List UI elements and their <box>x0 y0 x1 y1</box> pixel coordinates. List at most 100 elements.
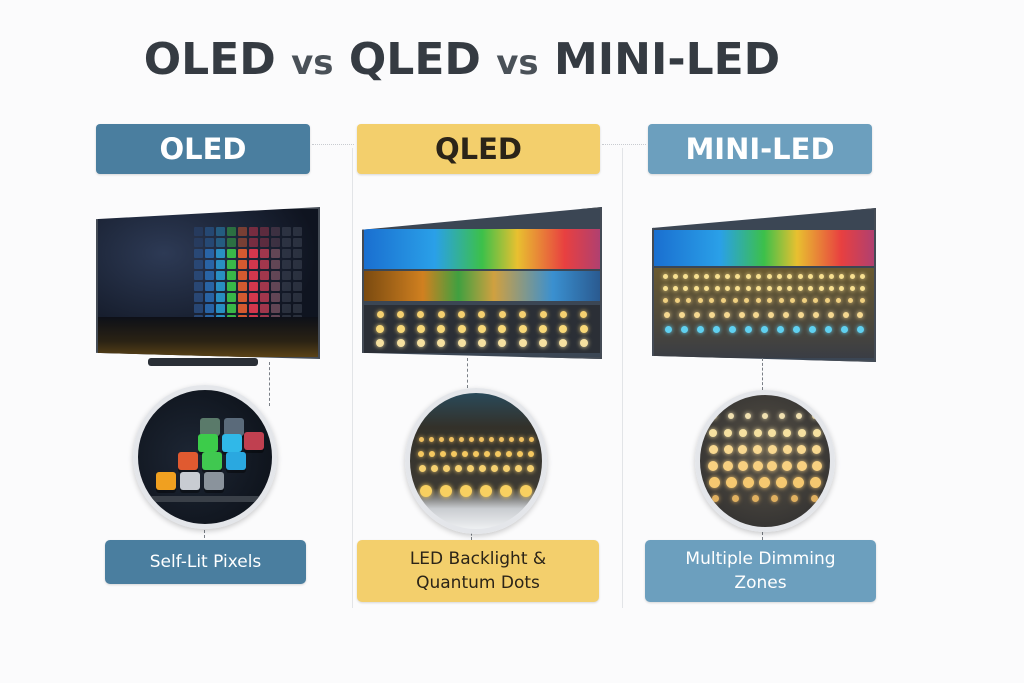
page-title: OLED vs QLED vs MINI-LED <box>0 34 924 85</box>
pixel <box>226 452 246 470</box>
title-qled: QLED <box>348 34 481 85</box>
led <box>498 325 507 333</box>
pixel <box>205 271 214 280</box>
led <box>723 445 733 454</box>
led <box>751 495 759 502</box>
led-row <box>660 326 868 333</box>
led <box>797 286 803 291</box>
led <box>812 445 822 454</box>
oled-pixel-closeup <box>133 385 277 529</box>
led <box>418 465 426 472</box>
pixel <box>249 227 258 236</box>
led <box>579 339 588 347</box>
led <box>696 326 704 333</box>
led <box>732 298 738 303</box>
pixel <box>238 249 247 258</box>
led <box>505 451 512 457</box>
led <box>693 286 699 291</box>
pixel <box>194 304 203 313</box>
led <box>498 339 507 347</box>
led <box>745 286 751 291</box>
pixel <box>293 227 302 236</box>
led <box>673 286 679 291</box>
led <box>580 311 588 318</box>
led <box>686 298 692 303</box>
pixel <box>271 282 280 291</box>
led <box>514 465 522 472</box>
led-backlight-layer <box>364 305 600 353</box>
led <box>477 325 486 333</box>
led <box>478 437 484 442</box>
connector-line <box>204 520 205 538</box>
led-row <box>706 413 824 419</box>
led <box>768 429 777 437</box>
led <box>528 437 534 442</box>
pixel <box>227 249 236 258</box>
led <box>725 274 731 279</box>
led <box>787 286 793 291</box>
pixel <box>202 452 222 470</box>
led <box>813 298 819 303</box>
color-filter-layer <box>654 230 874 266</box>
led <box>725 477 737 488</box>
led <box>704 274 710 279</box>
led <box>766 274 772 279</box>
pixel <box>249 271 258 280</box>
led <box>760 326 768 333</box>
led <box>742 477 754 488</box>
led <box>396 325 405 333</box>
column-divider <box>622 148 623 608</box>
pixel <box>293 271 302 280</box>
pixel <box>282 293 291 302</box>
pixel <box>216 304 225 313</box>
qled-tv-illustration <box>362 207 602 359</box>
pixel <box>249 282 258 291</box>
pixel <box>194 238 203 247</box>
qled-feature-label: LED Backlight & Quantum Dots <box>357 540 599 602</box>
led <box>437 311 445 318</box>
led <box>458 437 464 442</box>
led <box>539 311 547 318</box>
oled-feature-label: Self-Lit Pixels <box>105 540 306 584</box>
led <box>776 286 782 291</box>
led-row <box>660 274 868 279</box>
led <box>839 274 845 279</box>
led <box>480 485 492 497</box>
led <box>810 495 818 502</box>
led <box>811 461 822 471</box>
led <box>498 437 504 442</box>
led <box>818 274 824 279</box>
pixel <box>260 260 269 269</box>
pixel <box>238 304 247 313</box>
pixel <box>293 249 302 258</box>
led <box>440 485 452 497</box>
pixel <box>216 282 225 291</box>
led <box>559 311 567 318</box>
led <box>721 298 726 303</box>
led <box>797 445 807 454</box>
led <box>827 312 834 318</box>
pixel <box>293 238 302 247</box>
pixel <box>205 260 214 269</box>
led <box>498 311 506 318</box>
led <box>737 461 748 471</box>
led <box>683 274 689 279</box>
pixel <box>271 271 280 280</box>
pixel <box>282 304 291 313</box>
pixel <box>293 304 302 313</box>
pixel <box>260 271 269 280</box>
led <box>790 298 796 303</box>
led <box>708 312 715 318</box>
led <box>738 445 748 454</box>
led <box>500 485 512 497</box>
pixel <box>260 227 269 236</box>
header-connector <box>602 144 646 145</box>
pixel <box>238 271 247 280</box>
qled-backlight-closeup <box>405 388 547 534</box>
led <box>783 429 792 437</box>
pixel <box>227 238 236 247</box>
connector-line <box>762 358 763 390</box>
led <box>797 429 806 437</box>
led <box>462 451 469 457</box>
led <box>559 325 568 333</box>
